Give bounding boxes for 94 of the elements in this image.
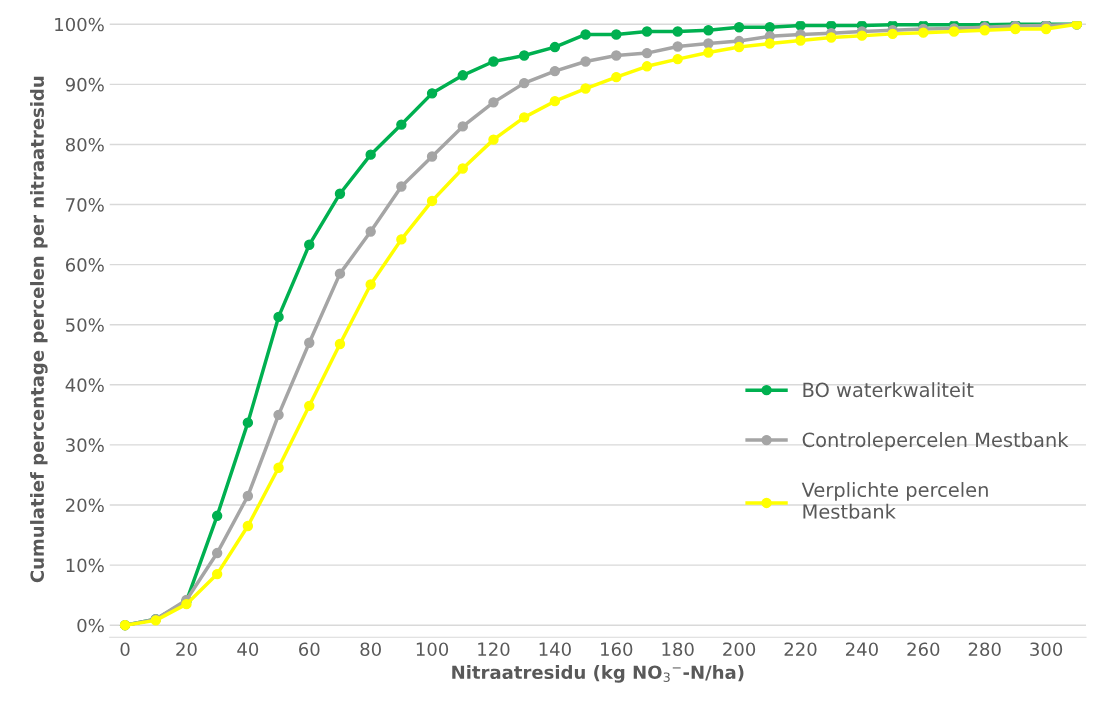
point [304,337,315,348]
legend-label: Verplichte percelen Mestbank [801,482,988,519]
point [641,26,653,37]
point [611,71,622,83]
y-tick-label: 80% [65,137,104,152]
x-tick-label: 60 [299,642,320,657]
x-tick-label: 20 [176,642,197,657]
point [304,400,315,412]
x-tick-label: 220 [784,642,817,657]
point [918,27,929,38]
x-tick-label: 280 [968,642,1001,657]
point [365,279,376,290]
point [641,61,653,72]
point [611,50,622,61]
point [764,38,776,49]
point [580,56,591,67]
point [795,35,806,46]
y-tick-label: 0% [77,618,104,633]
point [672,53,683,65]
point [242,417,254,428]
point [733,22,745,33]
point [672,41,683,52]
x-tick-label: 120 [478,642,510,657]
y-tick-label: 90% [65,77,104,92]
point [1040,23,1052,35]
point [426,88,438,99]
point [549,41,561,53]
point [549,95,561,107]
point [457,163,468,174]
point [396,119,407,130]
x-axis-title: Nitraatresidu (kg NO$_{3}$$^{−}$-N/ha) [452,665,744,683]
x-tick-label: 260 [907,642,940,657]
x-tick-label: 0 [120,642,130,657]
x-tick-label: 80 [360,642,381,657]
point [887,28,898,40]
point [273,409,284,421]
point [273,462,284,473]
y-tick-label: 20% [66,498,104,513]
y-tick-label: 50% [66,318,104,332]
point [795,21,806,31]
point [611,29,622,40]
point [672,26,683,37]
point [365,149,376,160]
point [273,311,284,323]
point [825,32,837,43]
y-tick-label: 10% [66,558,104,573]
y-tick-label: 40% [65,378,104,392]
point [304,239,315,250]
point [334,188,346,199]
x-tick-label: 140 [539,642,571,657]
point [488,134,499,145]
y-tick-label: 70% [66,197,104,212]
point [396,181,407,192]
point [518,77,530,89]
x-tick-label: 40 [237,642,259,657]
point [211,510,223,522]
point [703,38,714,49]
legend-label: Controlepercelen Mestbank [802,432,1069,451]
x-tick-label: 240 [846,642,878,657]
point [396,234,407,245]
point [488,56,499,67]
x-tick-label: 100 [416,642,449,657]
y-axis-title: Cumulatief percentage percelen per nitraatresidu [30,76,48,583]
y-tick-label: 30% [66,438,104,453]
point [334,338,346,350]
point [457,70,468,81]
point [334,268,346,279]
point [856,30,868,41]
point [580,83,591,94]
point [641,47,653,59]
point [703,47,714,58]
point [549,65,561,77]
point [518,50,530,61]
y-tick-label: 60% [65,258,104,272]
point [426,151,438,162]
point [211,547,223,559]
y-tick-label: 100% [55,17,104,32]
x-tick-label: 180 [662,642,694,657]
point [211,568,223,580]
point [457,121,468,132]
point [242,490,254,502]
point [580,29,591,40]
point [242,520,254,532]
x-tick-label: 300 [1030,642,1063,657]
point [488,97,499,108]
point [703,25,714,36]
legend-label: BO waterkwaliteit [803,382,974,398]
point [518,112,530,123]
point [365,226,376,237]
x-tick-label: 160 [601,642,633,657]
point [764,22,776,33]
point [733,41,745,53]
point [426,195,438,207]
x-tick-label: 200 [723,642,756,657]
